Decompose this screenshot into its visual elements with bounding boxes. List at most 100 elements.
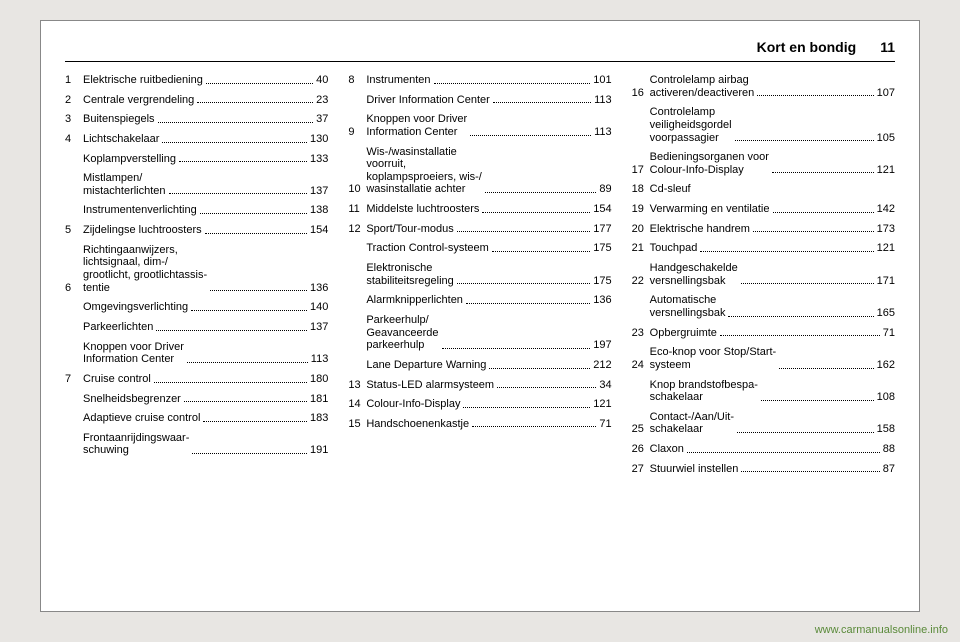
toc-entry-page: 105: [877, 132, 895, 145]
toc-entry-page: 113: [594, 126, 612, 139]
toc-entry-label: Knoppen voor DriverInformation Center: [83, 341, 184, 366]
toc-entry: Controlelampveiligheidsgordelvoorpassagi…: [632, 106, 895, 144]
toc-entry-page: 177: [593, 223, 611, 236]
toc-entry-label: Frontaanrijdingswaar-schuwing: [83, 432, 189, 457]
toc-entry-label: Alarmknipperlichten: [366, 294, 463, 307]
toc-entry: Traction Control-systeem175: [348, 242, 611, 255]
toc-entry: 6Richtingaanwijzers,lichtsignaal, dim-/g…: [65, 244, 328, 295]
toc-leader-dots: [687, 452, 880, 453]
toc-entry-label: Middelste luchtroosters: [366, 203, 479, 216]
toc-entry-page: 175: [593, 275, 611, 288]
toc-entry-label: Zijdelingse luchtroosters: [83, 224, 202, 237]
toc-entry: Elektronischestabiliteitsregeling 175: [348, 262, 611, 287]
toc-entry: 18Cd-sleuf: [632, 183, 895, 196]
toc-entry: 17Bedieningsorganen voorColour-Info-Disp…: [632, 151, 895, 176]
toc-leader-dots: [210, 290, 307, 291]
toc-entry-page: 108: [877, 391, 895, 404]
toc-entry-label: Handschoenenkastje: [366, 418, 469, 431]
toc-entry: 20Elektrische handrem173: [632, 223, 895, 236]
toc-entry-page: 23: [316, 94, 328, 107]
toc-entry-label: Buitenspiegels: [83, 113, 155, 126]
toc-leader-dots: [179, 161, 307, 162]
toc-entry: 19Verwarming en ventilatie142: [632, 203, 895, 216]
toc-leader-dots: [457, 231, 591, 232]
toc-columns: 1Elektrische ruitbediening402Centrale ve…: [65, 74, 895, 482]
section-title: Kort en bondig: [757, 39, 857, 55]
toc-leader-dots: [197, 102, 313, 103]
toc-leader-dots: [206, 83, 313, 84]
manual-page: Kort en bondig 11 1Elektrische ruitbedie…: [40, 20, 920, 612]
toc-entry-label: Claxon: [650, 443, 684, 456]
toc-entry-label: Elektrische handrem: [650, 223, 750, 236]
toc-entry-label: Sport/Tour-modus: [366, 223, 453, 236]
toc-entry-number: 19: [632, 203, 650, 216]
toc-entry-label: Knoppen voor DriverInformation Center: [366, 113, 467, 138]
toc-entry-page: 140: [310, 301, 328, 314]
toc-entry: 7Cruise control180: [65, 373, 328, 386]
toc-entry-page: 165: [877, 307, 895, 320]
toc-entry-page: 142: [877, 203, 895, 216]
toc-leader-dots: [466, 303, 590, 304]
toc-entry-number: 6: [65, 282, 83, 295]
toc-entry-number: 22: [632, 275, 650, 288]
toc-entry-label: Snelheidsbegrenzer: [83, 393, 181, 406]
toc-entry-page: 136: [593, 294, 611, 307]
toc-entry-page: 183: [310, 412, 328, 425]
toc-entry-page: 121: [593, 398, 611, 411]
toc-entry: Mistlampen/mistachterlichten137: [65, 172, 328, 197]
toc-entry: Automatischeversnellingsbak 165: [632, 294, 895, 319]
toc-leader-dots: [162, 142, 307, 143]
toc-entry-page: 34: [599, 379, 611, 392]
toc-entry-page: 71: [883, 327, 895, 340]
toc-entry-label: Elektronischestabiliteitsregeling: [366, 262, 453, 287]
toc-entry-page: 113: [311, 353, 329, 366]
toc-entry-page: 121: [877, 164, 895, 177]
toc-leader-dots: [497, 387, 596, 388]
toc-entry: Snelheidsbegrenzer181: [65, 393, 328, 406]
toc-entry: Koplampverstelling133: [65, 153, 328, 166]
toc-entry-page: 158: [877, 423, 895, 436]
toc-leader-dots: [187, 362, 308, 363]
toc-entry: 15Handschoenenkastje71: [348, 418, 611, 431]
toc-entry-label: Cd-sleuf: [650, 183, 691, 196]
toc-leader-dots: [470, 135, 591, 136]
toc-leader-dots: [741, 283, 874, 284]
toc-entry-page: 113: [594, 94, 612, 107]
toc-entry-label: Koplampverstelling: [83, 153, 176, 166]
toc-entry-label: Adaptieve cruise control: [83, 412, 200, 425]
toc-leader-dots: [158, 122, 314, 123]
toc-entry: 25Contact-/Aan/Uit-schakelaar158: [632, 411, 895, 436]
toc-entry-label: Automatischeversnellingsbak: [650, 294, 726, 319]
toc-leader-dots: [200, 213, 307, 214]
toc-entry-label: Handgeschakeldeversnellingsbak: [650, 262, 738, 287]
toc-entry-label: Controlelampveiligheidsgordelvoorpassagi…: [650, 106, 732, 144]
toc-entry-number: 3: [65, 113, 83, 126]
toc-entry: 5Zijdelingse luchtroosters154: [65, 224, 328, 237]
toc-entry-page: 191: [310, 444, 328, 457]
toc-leader-dots: [753, 231, 874, 232]
toc-leader-dots: [492, 251, 591, 252]
toc-entry-number: 25: [632, 423, 650, 436]
toc-entry-label: Controlelamp airbagactiveren/deactiveren: [650, 74, 755, 99]
toc-entry-page: 136: [310, 282, 328, 295]
toc-entry-number: 5: [65, 224, 83, 237]
toc-entry: 27Stuurwiel instellen87: [632, 463, 895, 476]
toc-entry-page: 37: [316, 113, 328, 126]
toc-entry-page: 130: [310, 133, 328, 146]
toc-entry-page: 171: [877, 275, 895, 288]
toc-entry-number: 8: [348, 74, 366, 87]
toc-leader-dots: [485, 192, 597, 193]
toc-entry-number: 27: [632, 463, 650, 476]
toc-leader-dots: [772, 172, 874, 173]
toc-leader-dots: [735, 140, 874, 141]
toc-leader-dots: [720, 335, 880, 336]
toc-entry: 23Opbergruimte71: [632, 327, 895, 340]
toc-entry-label: Centrale vergrendeling: [83, 94, 194, 107]
toc-entry-number: 21: [632, 242, 650, 255]
toc-entry-label: Richtingaanwijzers,lichtsignaal, dim-/gr…: [83, 244, 207, 295]
toc-entry: Knop brandstofbespa-schakelaar108: [632, 379, 895, 404]
toc-leader-dots: [156, 330, 307, 331]
toc-entry: 3Buitenspiegels 37: [65, 113, 328, 126]
toc-entry-page: 89: [599, 183, 611, 196]
toc-entry: 24Eco-knop voor Stop/Start-systeem162: [632, 346, 895, 371]
